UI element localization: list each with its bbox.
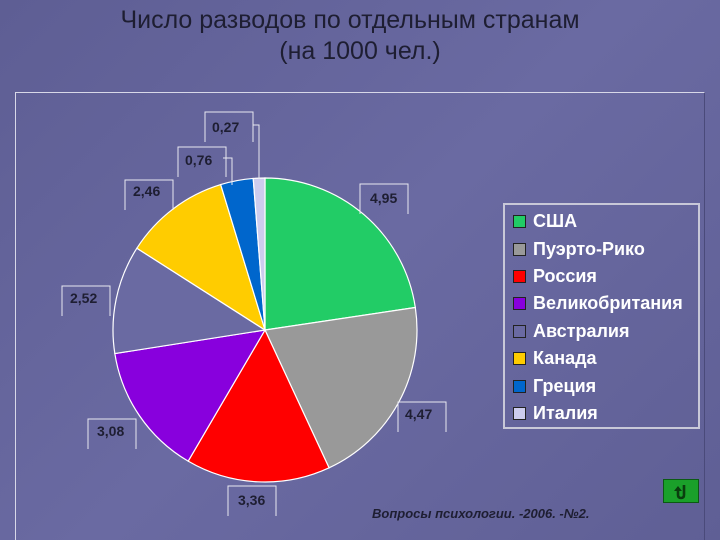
- pie-slice-3: [187, 328, 330, 483]
- legend-label: Италия: [533, 402, 598, 423]
- return-button[interactable]: [663, 479, 699, 503]
- legend-swatch: [513, 215, 526, 229]
- legend-swatch: [513, 379, 526, 393]
- data-label-2: 4,47: [405, 406, 432, 422]
- leader-line-1: [223, 157, 233, 185]
- data-label-6: 2,46: [133, 183, 160, 199]
- legend-label: Великобритания: [533, 293, 683, 314]
- data-label-1: 4,95: [370, 190, 397, 206]
- pie-slice-5: [112, 247, 267, 355]
- legend-item-8: Италия: [513, 400, 698, 427]
- data-label-frame-3: [227, 485, 277, 516]
- data-label-frame-4: [87, 418, 137, 449]
- pie-slice-4: [114, 329, 267, 462]
- legend-item-1: США: [513, 208, 698, 235]
- legend-item-3: Россия: [513, 263, 698, 290]
- legend-item-5: Австралия: [513, 318, 698, 345]
- data-label-frame-2: [397, 401, 447, 432]
- legend-label: США: [533, 211, 578, 232]
- legend-swatch: [513, 324, 526, 338]
- data-label-frame-8: [204, 111, 254, 142]
- legend-label: Пуэрто-Рико: [533, 238, 645, 259]
- pie-slice-1: [264, 177, 417, 331]
- chart-legend: США Пуэрто-Рико Россия Великобритания Австра…: [503, 203, 700, 429]
- legend-swatch: [513, 297, 526, 311]
- data-label-5: 2,52: [70, 290, 97, 306]
- legend-label: Россия: [533, 265, 597, 286]
- data-label-3: 3,36: [238, 492, 265, 508]
- source-citation: Вопросы психологии. -2006. -№2.: [372, 506, 590, 521]
- legend-item-6: Канада: [513, 345, 698, 372]
- legend-swatch: [513, 269, 526, 283]
- data-label-4: 3,08: [97, 423, 124, 439]
- data-label-frame-1: [359, 183, 409, 214]
- data-label-7: 0,76: [185, 152, 212, 168]
- leader-line-2: [253, 124, 260, 179]
- return-arrow-icon: [674, 485, 686, 500]
- data-label-8: 0,27: [212, 119, 239, 135]
- legend-label: Греция: [533, 375, 597, 396]
- data-label-frame-5: [61, 285, 111, 316]
- data-label-frame-6: [124, 179, 174, 210]
- chart-title-line1: Число разводов по отдельным странам: [120, 6, 580, 34]
- legend-swatch: [513, 242, 526, 256]
- legend-item-4: Великобритания: [513, 290, 698, 317]
- legend-label: Канада: [533, 348, 597, 369]
- legend-item-2: Пуэрто-Рико: [513, 235, 698, 262]
- legend-label: Австралия: [533, 320, 630, 341]
- data-label-frame-7: [177, 146, 227, 177]
- legend-swatch: [513, 352, 526, 366]
- legend-swatch: [513, 406, 526, 420]
- plot-area-frame: [15, 92, 705, 540]
- legend-item-7: Греция: [513, 372, 698, 399]
- chart-title-line2: (на 1000 чел.): [279, 37, 441, 65]
